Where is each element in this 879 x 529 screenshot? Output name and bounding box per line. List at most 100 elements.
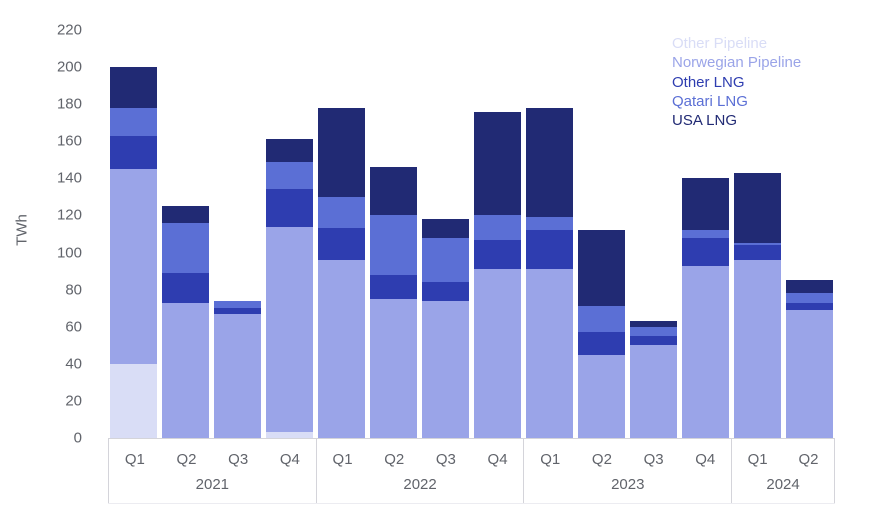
bar-segment-usa-lng[interactable] (733, 172, 781, 244)
chart-legend: Other Pipeline Norwegian Pipeline Other LN… (672, 34, 801, 130)
bar-segment-other-lng[interactable] (525, 230, 573, 270)
bar-segment-usa-lng[interactable] (422, 219, 470, 238)
bar-segment-other-lng[interactable] (266, 189, 314, 227)
bar-segment-other-pipeline[interactable] (110, 363, 158, 438)
legend-item-other-pipeline[interactable]: Other Pipeline (672, 35, 768, 52)
y-tick-label: 60 (65, 318, 82, 336)
quarter-label: Q1 (332, 450, 353, 468)
legend-item-usa-lng[interactable]: USA LNG (672, 112, 738, 130)
bar-segment-norwegian-pipeline[interactable] (629, 345, 677, 438)
bar-segment-qatari-lng[interactable] (473, 215, 521, 240)
bar-segment-qatari-lng[interactable] (577, 306, 625, 333)
bar-segment-norwegian-pipeline[interactable] (525, 269, 573, 438)
quarter-label: Q4 (279, 450, 300, 468)
year-label: 2024 (766, 476, 800, 493)
bar-segment-norwegian-pipeline[interactable] (577, 354, 625, 438)
bar-segment-other-lng[interactable] (577, 332, 625, 355)
quarter-label: Q3 (228, 450, 249, 468)
year-label: 2022 (403, 476, 437, 493)
bar-segment-norwegian-pipeline[interactable] (785, 310, 833, 438)
bar-segment-other-lng[interactable] (629, 336, 677, 346)
bar-segment-qatari-lng[interactable] (110, 107, 158, 136)
bar-segment-other-lng[interactable] (162, 272, 210, 303)
x-axis-group-2022: Q1 Q2 Q3 Q4 2022 (315, 439, 524, 503)
bar-segment-other-lng[interactable] (422, 282, 470, 301)
bar-segment-other-lng[interactable] (110, 135, 158, 170)
y-tick-label: 180 (56, 95, 82, 113)
year-label: 2023 (611, 476, 645, 493)
bar-segment-qatari-lng[interactable] (318, 196, 366, 229)
bar-segment-qatari-lng[interactable] (266, 161, 314, 190)
bar-segment-norwegian-pipeline[interactable] (681, 265, 729, 438)
bar-segment-other-lng[interactable] (214, 308, 262, 314)
bar-segment-norwegian-pipeline[interactable] (266, 226, 314, 433)
bar-segment-usa-lng[interactable] (473, 111, 521, 216)
y-tick-label: 160 (56, 132, 82, 150)
quarter-label: Q1 (124, 450, 145, 468)
y-tick-label: 20 (65, 392, 82, 410)
bar-segment-usa-lng[interactable] (629, 321, 677, 327)
bar-segment-qatari-lng[interactable] (785, 293, 833, 303)
bar-segment-qatari-lng[interactable] (370, 215, 418, 275)
bar-segment-norwegian-pipeline[interactable] (473, 269, 521, 438)
bar-segment-norwegian-pipeline[interactable] (318, 259, 366, 438)
bar-segment-other-lng[interactable] (318, 228, 366, 260)
y-tick-label: 80 (65, 281, 82, 299)
bar-segment-other-lng[interactable] (733, 245, 781, 260)
x-axis-group-2021: Q1 Q2 Q3 Q4 2021 (108, 439, 316, 503)
bar-segment-qatari-lng[interactable] (422, 237, 470, 283)
bar-segment-qatari-lng[interactable] (733, 243, 781, 246)
bar-segment-usa-lng[interactable] (110, 67, 158, 108)
y-tick-label: 100 (56, 244, 82, 262)
x-axis: Q1 Q2 Q3 Q4 2021 Q1 Q2 Q3 Q4 2022 Q1 Q2 Q3 Q4 2023 Q1 Q2… (108, 438, 835, 504)
bar-segment-other-lng[interactable] (370, 274, 418, 299)
bar-segment-qatari-lng[interactable] (681, 230, 729, 238)
bar-segment-usa-lng[interactable] (318, 107, 366, 197)
bar-segment-norwegian-pipeline[interactable] (214, 313, 262, 438)
bar-segment-usa-lng[interactable] (370, 167, 418, 216)
bar-segment-norwegian-pipeline[interactable] (162, 302, 210, 438)
quarter-label: Q3 (435, 450, 456, 468)
bar-segment-norwegian-pipeline[interactable] (733, 259, 781, 438)
bar-segment-norwegian-pipeline[interactable] (370, 298, 418, 438)
quarter-label: Q4 (695, 450, 716, 468)
x-axis-group-2023: Q1 Q2 Q3 Q4 2023 (523, 439, 731, 503)
quarter-label: Q3 (643, 450, 664, 468)
bar-segment-usa-lng[interactable] (162, 206, 210, 223)
y-tick-label: 40 (65, 355, 82, 373)
quarter-label: Q4 (487, 450, 508, 468)
legend-item-other-lng[interactable]: Other LNG (672, 73, 745, 91)
y-tick-label: 120 (56, 206, 82, 224)
bar-segment-usa-lng[interactable] (266, 139, 314, 162)
quarter-label: Q2 (798, 450, 819, 468)
bar-segment-norwegian-pipeline[interactable] (110, 169, 158, 364)
y-tick-label: 220 (56, 21, 82, 39)
bar-segment-usa-lng[interactable] (577, 230, 625, 307)
bar-segment-other-lng[interactable] (785, 302, 833, 311)
bar-segment-norwegian-pipeline[interactable] (422, 300, 470, 438)
bar-segment-qatari-lng[interactable] (214, 300, 262, 309)
y-axis-title: TWh (13, 214, 31, 246)
bar-segment-qatari-lng[interactable] (525, 217, 573, 231)
legend-item-qatari-lng[interactable]: Qatari LNG (672, 92, 748, 110)
bar-segment-usa-lng[interactable] (681, 178, 729, 231)
year-label: 2021 (195, 476, 230, 493)
y-tick-label: 200 (56, 58, 82, 76)
bar-segment-other-lng[interactable] (681, 237, 729, 266)
bar-segment-other-pipeline[interactable] (266, 432, 314, 438)
legend-item-norwegian-pipeline[interactable]: Norwegian Pipeline (672, 54, 802, 72)
quarter-label: Q1 (540, 450, 561, 468)
bar-segment-usa-lng[interactable] (785, 280, 833, 294)
bar-segment-qatari-lng[interactable] (162, 222, 210, 273)
bar-segment-other-lng[interactable] (473, 239, 521, 270)
bar-segment-qatari-lng[interactable] (629, 326, 677, 336)
bar-segment-usa-lng[interactable] (525, 107, 573, 218)
quarter-label: Q2 (176, 450, 197, 468)
quarter-label: Q2 (591, 450, 612, 468)
quarter-label: Q2 (384, 450, 405, 468)
y-tick-label: 0 (73, 429, 82, 447)
quarter-label: Q1 (747, 450, 768, 468)
x-axis-group-2024: Q1 Q2 2024 (731, 439, 835, 503)
y-tick-label: 140 (56, 169, 82, 187)
